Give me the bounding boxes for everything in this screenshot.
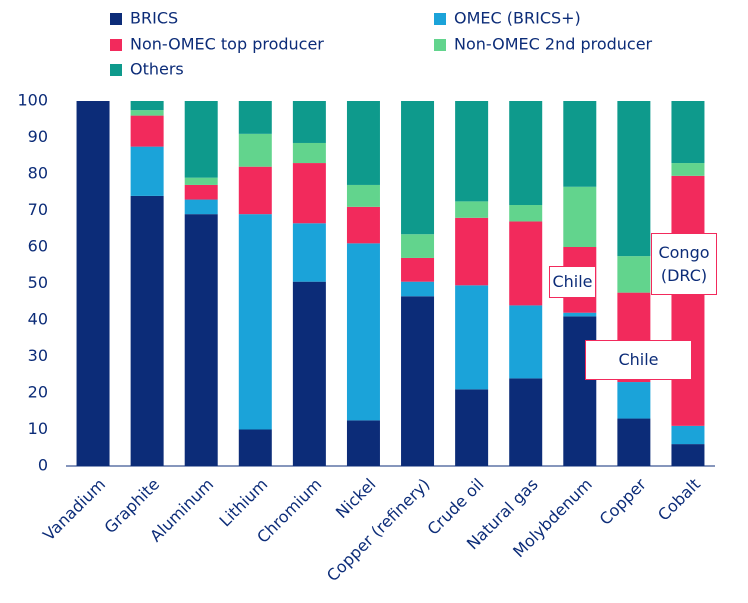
y-tick-label: 50	[28, 273, 48, 292]
bar-segment	[346, 206, 380, 244]
bar-segment	[617, 101, 651, 257]
bar-segment	[76, 101, 110, 466]
bar-segment	[509, 378, 543, 466]
legend-swatch	[110, 39, 122, 51]
bar-segment	[130, 101, 164, 111]
y-tick-label: 40	[28, 310, 48, 329]
bar-segment	[130, 146, 164, 196]
bar-segment	[455, 201, 489, 218]
bar-segment	[184, 214, 218, 466]
y-tick-label: 70	[28, 200, 48, 219]
bar-segment	[617, 382, 651, 419]
x-tick-label: Copper (refinery)	[323, 475, 434, 586]
bar-segment	[617, 256, 651, 293]
bar-segment	[238, 214, 272, 430]
x-tick-label: Lithium	[215, 475, 271, 531]
bar-segment	[509, 305, 543, 379]
bar-segment	[671, 425, 705, 445]
bar-segment	[238, 429, 272, 466]
bar-segment	[455, 217, 489, 286]
legend-label: BRICS	[130, 9, 178, 28]
bar-segment	[401, 296, 435, 466]
annotation: Congo (DRC)	[651, 233, 717, 295]
bar-segment	[401, 257, 435, 282]
bar-segment	[184, 177, 218, 185]
bar-segment	[292, 223, 326, 282]
bar-segment	[130, 110, 164, 116]
bar-segment	[563, 101, 597, 187]
y-tick-label: 80	[28, 164, 48, 183]
bar-segment	[671, 101, 705, 164]
bar-segment	[671, 175, 705, 426]
bar-segment	[238, 166, 272, 215]
bar-segment	[563, 312, 597, 317]
bar-segment	[346, 243, 380, 421]
bar-segment	[292, 101, 326, 143]
legend-swatch	[110, 13, 122, 25]
y-tick-label: 90	[28, 127, 48, 146]
bar-segment	[671, 163, 705, 176]
bar-segment	[130, 195, 164, 466]
bar-segment	[292, 142, 326, 164]
legend-label: Non-OMEC top producer	[130, 35, 324, 54]
bar-segment	[617, 418, 651, 466]
bar-segment	[509, 205, 543, 222]
bar-segment	[563, 316, 597, 466]
bar-segment	[455, 101, 489, 202]
bar-segment	[292, 281, 326, 466]
bar-segment	[455, 389, 489, 466]
bar-segment	[346, 420, 380, 466]
y-tick-label: 20	[28, 383, 48, 402]
legend-label: OMEC (BRICS+)	[454, 9, 581, 28]
bar-segment	[401, 281, 435, 297]
bar-segment	[346, 184, 380, 207]
bar-segment	[292, 163, 326, 224]
bar-segment	[401, 234, 435, 258]
y-tick-label: 100	[17, 91, 48, 110]
y-tick-label: 10	[28, 419, 48, 438]
bar-segment	[184, 101, 218, 178]
x-tick-label: Nickel	[332, 475, 380, 523]
x-tick-label: Cobalt	[654, 475, 704, 525]
x-tick-label: Vanadium	[39, 475, 109, 545]
bar-segment	[671, 444, 705, 466]
bar-segment	[346, 101, 380, 185]
legend-swatch	[434, 39, 446, 51]
y-tick-label: 60	[28, 237, 48, 256]
bar-segment	[238, 133, 272, 167]
bar-segment	[455, 285, 489, 390]
bar-segment	[509, 101, 543, 206]
y-tick-label: 0	[38, 456, 48, 475]
annotation: Chile	[549, 266, 596, 298]
bar-segment	[130, 115, 164, 147]
y-tick-label: 30	[28, 346, 48, 365]
bar-segment	[509, 221, 543, 306]
bar-segment	[238, 101, 272, 134]
legend-label: Others	[130, 60, 184, 79]
legend-label: Non-OMEC 2nd producer	[454, 35, 653, 54]
bar-segment	[184, 199, 218, 215]
annotation: Chile	[585, 340, 692, 380]
bar-segment	[563, 186, 597, 247]
bar-segment	[184, 184, 218, 200]
legend-swatch	[110, 64, 122, 76]
legend-swatch	[434, 13, 446, 25]
bar-segment	[401, 101, 435, 235]
x-tick-label: Copper	[596, 474, 651, 529]
